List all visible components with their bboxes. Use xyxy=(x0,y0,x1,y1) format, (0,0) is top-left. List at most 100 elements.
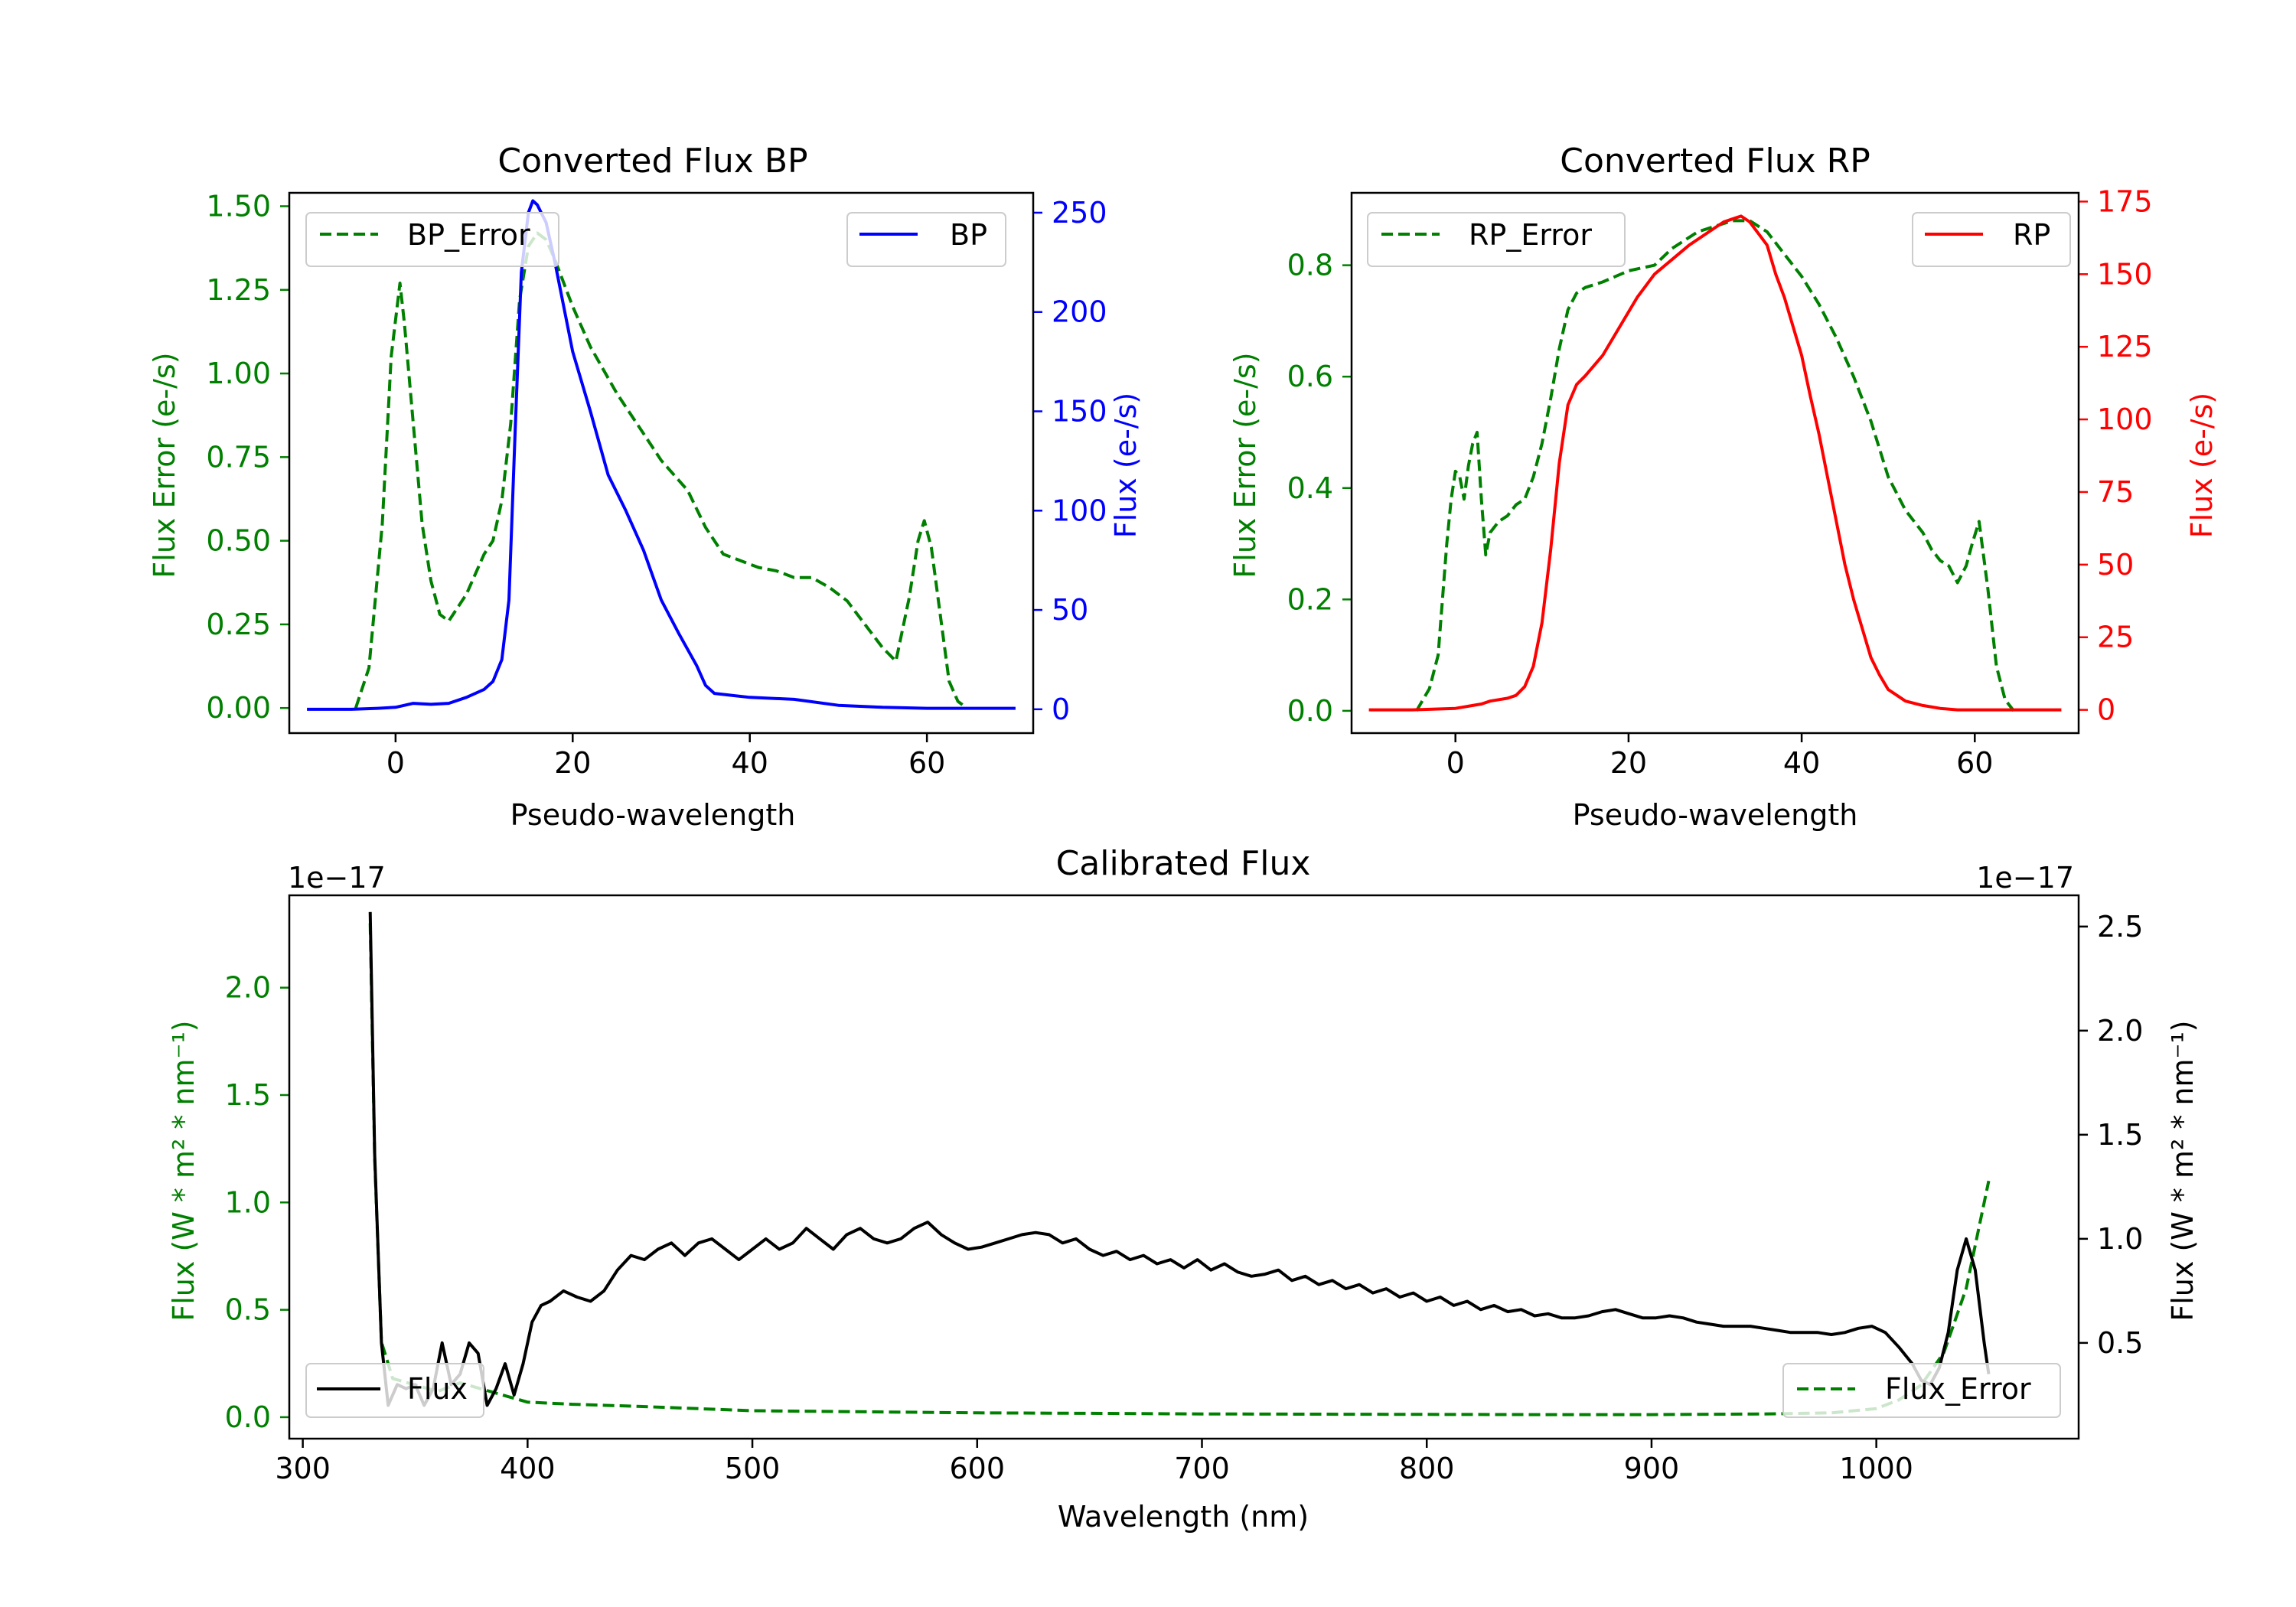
calibrated-right-y-tick-label: 0.5 xyxy=(2097,1326,2143,1360)
calibrated-x-tick-label: 1000 xyxy=(1839,1452,1913,1485)
rp-error-legend-box xyxy=(1367,212,1626,267)
rp-legend-label: RP xyxy=(2013,218,2050,252)
calibrated-right-offset-label: 1e−17 xyxy=(1976,861,2074,895)
rp-right-y-tick-label: 0 xyxy=(2097,693,2115,727)
calibrated-left-y-axis-label: Flux (W * m² * nm⁻¹) xyxy=(167,1020,201,1321)
calibrated-series-flux xyxy=(368,911,1991,1407)
rp-x-tick-label: 0 xyxy=(1446,746,1465,780)
rp-left-y-tick-label: 0.0 xyxy=(1287,694,1333,728)
bp-right-y-tick-label: 150 xyxy=(1052,395,1107,429)
rp-left-y-ticks: 0.0 0.2 0.4 0.6 0.8 xyxy=(1287,249,1352,728)
bp-x-ticks: 0 20 40 60 xyxy=(386,733,945,780)
calibrated-x-tick-label: 800 xyxy=(1399,1452,1455,1485)
calibrated-x-tick-label: 400 xyxy=(500,1452,556,1485)
calibrated-left-y-tick-label: 2.0 xyxy=(225,971,271,1005)
rp-right-y-tick-label: 50 xyxy=(2097,548,2134,582)
calibrated-x-ticks: 300 400 500 600 700 800 900 1000 xyxy=(275,1439,1913,1485)
bp-right-y-tick-label: 200 xyxy=(1052,295,1107,329)
calibrated-left-y-tick-label: 0.0 xyxy=(225,1400,271,1434)
calibrated-flux-legend-box xyxy=(305,1363,484,1418)
calibrated-left-y-ticks: 0.0 0.5 1.0 1.5 2.0 xyxy=(225,971,289,1434)
calibrated-x-tick-label: 600 xyxy=(950,1452,1006,1485)
bp-x-tick-label: 0 xyxy=(386,746,405,780)
bp-left-y-tick-label: 0.75 xyxy=(206,440,271,474)
bp-chart-title: Converted Flux BP xyxy=(497,142,807,181)
rp-right-y-axis-label: Flux (e-/s) xyxy=(2185,393,2219,538)
calibrated-right-y-tick-label: 1.0 xyxy=(2097,1222,2143,1256)
rp-x-tick-label: 60 xyxy=(1956,746,1993,780)
bp-chart-panel: 0 20 40 60 0.00 0.25 0.50 0.75 1.00 1.25 1.50 0 50… xyxy=(148,142,1143,832)
bp-right-y-axis-label: Flux (e-/s) xyxy=(1109,393,1143,538)
rp-right-y-tick-label: 75 xyxy=(2097,475,2134,509)
rp-right-y-tick-label: 175 xyxy=(2097,184,2153,218)
calibrated-x-axis-label: Wavelength (nm) xyxy=(1058,1500,1309,1534)
rp-chart-title: Converted Flux RP xyxy=(1560,142,1870,181)
rp-error-legend[interactable]: RP_Error xyxy=(1367,212,1626,267)
rp-right-y-tick-label: 25 xyxy=(2097,621,2134,654)
calibrated-x-tick-label: 700 xyxy=(1174,1452,1230,1485)
calibrated-error-legend-box xyxy=(1782,1363,2061,1418)
calibrated-left-offset-label: 1e−17 xyxy=(288,861,386,895)
bp-series-bp-error xyxy=(354,231,968,709)
bp-error-legend[interactable]: BP_Error xyxy=(305,212,559,267)
calibrated-right-y-tick-label: 1.5 xyxy=(2097,1118,2143,1152)
bp-left-y-tick-label: 1.25 xyxy=(206,273,271,307)
rp-right-y-tick-label: 125 xyxy=(2097,330,2153,363)
bp-left-y-tick-label: 1.50 xyxy=(206,189,271,223)
rp-error-legend-label: RP_Error xyxy=(1469,218,1592,252)
bp-legend-box xyxy=(846,212,1006,267)
bp-right-y-tick-label: 100 xyxy=(1052,494,1107,527)
rp-series-rp-error xyxy=(1415,219,2015,712)
bp-error-legend-label: BP_Error xyxy=(407,218,530,252)
bp-left-y-ticks: 0.00 0.25 0.50 0.75 1.00 1.25 1.50 xyxy=(206,189,289,725)
calibrated-right-y-tick-label: 2.5 xyxy=(2097,910,2143,944)
bp-left-y-tick-label: 0.25 xyxy=(206,608,271,641)
bp-right-y-tick-label: 250 xyxy=(1052,196,1107,230)
rp-right-y-tick-label: 150 xyxy=(2097,257,2153,291)
rp-legend-box xyxy=(1912,212,2071,267)
calibrated-flux-legend[interactable]: Flux xyxy=(305,1363,484,1418)
bp-left-y-axis-label: Flux Error (e-/s) xyxy=(148,352,181,578)
rp-x-tick-label: 20 xyxy=(1610,746,1647,780)
rp-series-group xyxy=(1368,214,2062,712)
bp-x-tick-label: 60 xyxy=(908,746,945,780)
bp-right-y-tick-label: 0 xyxy=(1052,693,1070,726)
calibrated-error-legend[interactable]: Flux_Error xyxy=(1782,1363,2061,1418)
rp-left-y-tick-label: 0.6 xyxy=(1287,360,1333,393)
calibrated-right-y-axis-label: Flux (W * m² * nm⁻¹) xyxy=(2166,1020,2200,1321)
calibrated-x-tick-label: 500 xyxy=(725,1452,781,1485)
calibrated-flux-legend-label: Flux xyxy=(407,1372,468,1406)
calibrated-right-y-ticks: 0.5 1.0 1.5 2.0 2.5 xyxy=(2079,910,2143,1360)
bp-left-y-tick-label: 0.00 xyxy=(206,691,271,725)
bp-error-legend-box xyxy=(305,212,559,267)
bp-plot-frame xyxy=(288,191,1035,735)
rp-plot-frame xyxy=(1350,191,2080,735)
calibrated-error-legend-label: Flux_Error xyxy=(1885,1372,2031,1406)
bp-right-y-ticks: 0 50 100 150 200 250 xyxy=(1033,196,1107,726)
rp-legend[interactable]: RP xyxy=(1912,212,2071,267)
bp-legend[interactable]: BP xyxy=(846,212,1006,267)
rp-left-y-tick-label: 0.4 xyxy=(1287,471,1333,505)
calibrated-right-y-tick-label: 2.0 xyxy=(2097,1014,2143,1048)
rp-x-axis-label: Pseudo-wavelength xyxy=(1573,798,1858,832)
rp-left-y-tick-label: 0.2 xyxy=(1287,582,1333,616)
bp-x-tick-label: 40 xyxy=(732,746,768,780)
rp-x-ticks: 0 20 40 60 xyxy=(1446,733,1993,780)
bp-right-y-tick-label: 50 xyxy=(1052,593,1088,627)
calibrated-chart-title: Calibrated Flux xyxy=(1056,844,1311,883)
calibrated-x-tick-label: 900 xyxy=(1624,1452,1680,1485)
calibrated-series-group xyxy=(368,911,1991,1416)
bp-left-y-tick-label: 1.00 xyxy=(206,357,271,390)
calibrated-chart-panel: 300 400 500 600 700 800 900 1000 0.0 0.5 1.0 1.5 2.… xyxy=(167,844,2200,1534)
rp-chart-panel: 0 20 40 60 0.0 0.2 0.4 0.6 0.8 0 25 50 75 100 125 150… xyxy=(1228,142,2219,832)
calibrated-x-tick-label: 300 xyxy=(275,1452,331,1485)
rp-series-rp xyxy=(1368,214,2062,712)
bp-x-tick-label: 20 xyxy=(554,746,591,780)
rp-right-y-ticks: 0 25 50 75 100 125 150 175 xyxy=(2079,184,2153,727)
calibrated-plot-frame xyxy=(288,894,2080,1440)
rp-x-tick-label: 40 xyxy=(1783,746,1820,780)
rp-left-y-tick-label: 0.8 xyxy=(1287,249,1333,282)
bp-x-axis-label: Pseudo-wavelength xyxy=(510,798,796,832)
calibrated-left-y-tick-label: 1.5 xyxy=(225,1078,271,1112)
